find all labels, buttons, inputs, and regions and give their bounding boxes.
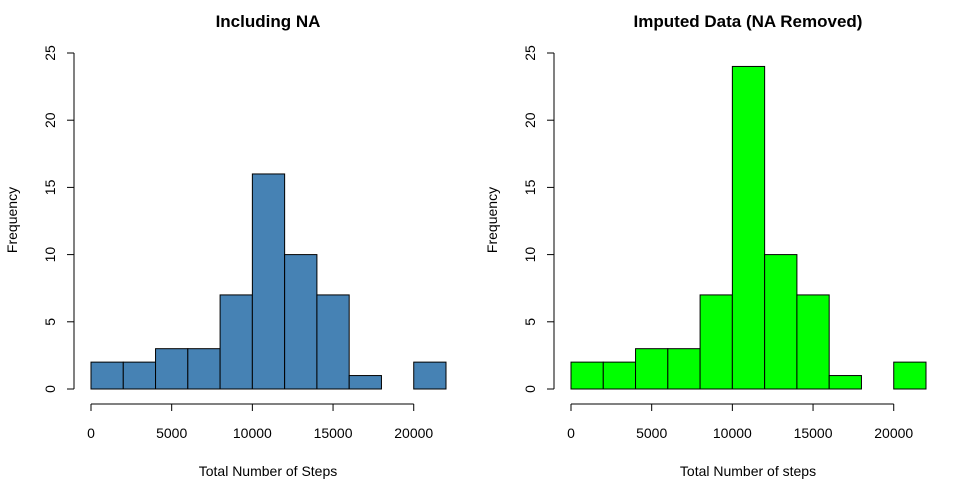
x-tick-label: 10000 — [233, 425, 272, 441]
y-tick-label: 10 — [42, 247, 58, 263]
histogram-bar — [667, 348, 701, 390]
histogram-bar — [764, 254, 798, 390]
bars-group — [90, 173, 447, 390]
y-tick-label: 5 — [522, 318, 538, 326]
x-tick-label: 5000 — [156, 425, 187, 441]
x-tick-label: 10000 — [713, 425, 752, 441]
histogram-bar — [219, 294, 253, 390]
histogram-bar — [731, 65, 766, 390]
histogram-bar — [893, 361, 927, 390]
histogram-bar — [90, 361, 124, 390]
y-axis: 0 5 10 15 20 25 — [522, 45, 555, 393]
x-tick-label: 0 — [87, 425, 95, 441]
x-tick-label: 15000 — [794, 425, 833, 441]
x-tick-label: 15000 — [314, 425, 353, 441]
x-axis: 0 5000 10000 15000 20000 — [567, 403, 913, 441]
x-axis-label: Total Number of steps — [680, 463, 816, 479]
histogram-bar — [602, 361, 637, 390]
y-tick-label: 0 — [42, 385, 58, 393]
x-tick-label: 20000 — [394, 425, 433, 441]
y-tick-label: 20 — [42, 112, 58, 128]
x-tick-label: 20000 — [874, 425, 913, 441]
y-tick-label: 0 — [522, 385, 538, 393]
y-tick-label: 5 — [42, 318, 58, 326]
y-tick-label: 15 — [42, 179, 58, 195]
y-tick-label: 10 — [522, 247, 538, 263]
histogram-bar — [316, 294, 350, 390]
y-axis: 0 5 10 15 20 25 — [42, 45, 75, 393]
chart-title: Including NA — [216, 12, 321, 31]
y-axis-label: Frequency — [484, 187, 500, 253]
histogram-bar — [122, 361, 157, 390]
histogram-bar — [251, 173, 286, 390]
histogram-bar — [187, 348, 221, 390]
histogram-bar — [413, 361, 447, 390]
y-tick-label: 20 — [522, 112, 538, 128]
y-axis-label: Frequency — [4, 187, 20, 253]
histogram-bar — [348, 375, 382, 390]
histogram-bar — [155, 348, 189, 390]
histogram-bar — [635, 348, 669, 390]
bars-group — [570, 65, 927, 390]
histogram-bar — [570, 361, 604, 390]
histogram-bar — [699, 294, 733, 390]
histogram-bar — [284, 254, 318, 390]
y-tick-label: 15 — [522, 179, 538, 195]
x-axis: 0 5000 10000 15000 20000 — [87, 403, 433, 441]
panel-including-na: Including NA 0 5000 10000 15000 20000 0 5 10 15… — [4, 12, 447, 479]
y-tick-label: 25 — [42, 45, 58, 61]
x-tick-label: 5000 — [636, 425, 667, 441]
chart-title: Imputed Data (NA Removed) — [634, 12, 863, 31]
histogram-bar — [828, 375, 862, 390]
histogram-bar — [796, 294, 830, 390]
x-axis-label: Total Number of Steps — [199, 463, 338, 479]
y-tick-label: 25 — [522, 45, 538, 61]
panel-imputed-data: Imputed Data (NA Removed) 0 5000 10000 1500… — [484, 12, 927, 479]
x-tick-label: 0 — [567, 425, 575, 441]
